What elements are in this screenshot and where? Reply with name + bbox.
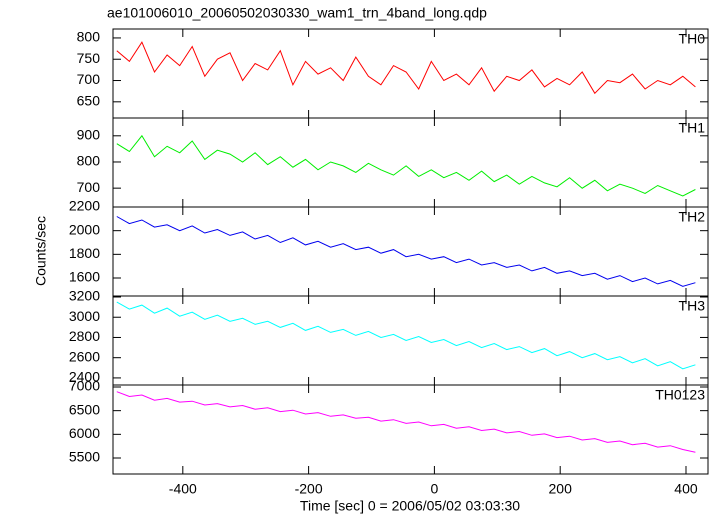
light-curve	[116, 301, 696, 370]
y-axis-label: Counts/sec	[33, 216, 49, 286]
y-tick-label: 2600	[69, 348, 100, 364]
x-tick-label: 0	[431, 481, 439, 497]
x-tick-label: -400	[169, 481, 197, 497]
y-tick-label: 750	[77, 50, 101, 66]
y-tick-label: 5500	[69, 449, 100, 465]
y-tick-label: 800	[77, 29, 101, 45]
x-tick-label: 400	[674, 481, 698, 497]
y-tick-label: 2800	[69, 328, 100, 344]
panel-label: TH3	[679, 298, 706, 314]
panel-frame	[112, 384, 709, 475]
light-curve	[116, 134, 696, 197]
y-tick-label: 7000	[69, 378, 100, 394]
y-tick-label: 2000	[69, 221, 100, 237]
panel-frame	[112, 206, 709, 297]
x-axis-label: Time [sec] 0 = 2006/05/02 03:03:30	[300, 498, 520, 514]
y-tick-label: 3000	[69, 308, 100, 324]
light-curve	[116, 216, 696, 287]
panel-label: TH0	[679, 31, 706, 47]
panel-frame	[112, 28, 709, 119]
y-tick-label: 3200	[69, 288, 100, 304]
panel-label: TH0123	[655, 387, 705, 403]
x-tick-label: 200	[549, 481, 573, 497]
y-tick-label: 800	[77, 153, 101, 169]
y-tick-label: 6000	[69, 425, 100, 441]
y-tick-label: 1800	[69, 245, 100, 261]
y-tick-label: 700	[77, 179, 101, 195]
y-tick-label: 1600	[69, 269, 100, 285]
chart-title: ae101006010_20060502030330_wam1_trn_4ban…	[107, 5, 487, 21]
x-tick-label: -200	[295, 481, 323, 497]
panel-frame	[112, 117, 709, 208]
panel-label: TH1	[679, 120, 706, 136]
y-tick-label: 900	[77, 127, 101, 143]
y-tick-label: 2200	[69, 198, 100, 214]
y-tick-label: 6500	[69, 401, 100, 417]
panel-label: TH2	[679, 209, 706, 225]
y-tick-label: 650	[77, 93, 101, 109]
light-curve	[116, 391, 696, 453]
panel-frame	[112, 295, 709, 386]
y-tick-label: 2400	[69, 369, 100, 385]
light-curve	[116, 41, 696, 95]
y-tick-label: 700	[77, 71, 101, 87]
